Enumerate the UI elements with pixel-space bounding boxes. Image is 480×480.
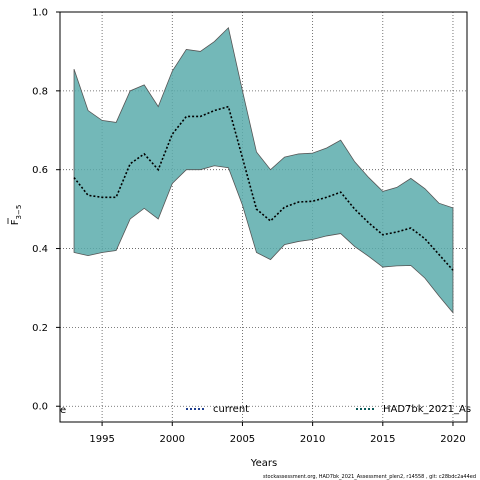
y-tick-label-0.8: 0.8 xyxy=(32,86,48,97)
x-tick-label-2000: 2000 xyxy=(160,434,185,445)
x-axis-label: Years xyxy=(250,458,277,469)
footer-credit: stockassessment.org, HAD7bk_2021_Assessm… xyxy=(263,474,476,480)
x-tick-label-2005: 2005 xyxy=(230,434,255,445)
legend-partial-label: e xyxy=(60,405,66,416)
legend-label-had7bk: HAD7bk_2021_As xyxy=(383,404,471,415)
y-tick-label-0.4: 0.4 xyxy=(32,244,48,255)
y-tick-label-0.0: 0.0 xyxy=(32,402,48,413)
x-tick-label-2020: 2020 xyxy=(440,434,465,445)
x-tick-label-1995: 1995 xyxy=(89,434,114,445)
y-tick-label-1.0: 1.0 xyxy=(32,8,48,19)
y-tick-label-0.2: 0.2 xyxy=(32,323,48,334)
x-tick-label-2015: 2015 xyxy=(370,434,395,445)
x-tick-label-2010: 2010 xyxy=(300,434,325,445)
y-tick-label-0.6: 0.6 xyxy=(32,165,48,176)
legend-label-current: current xyxy=(213,404,249,415)
